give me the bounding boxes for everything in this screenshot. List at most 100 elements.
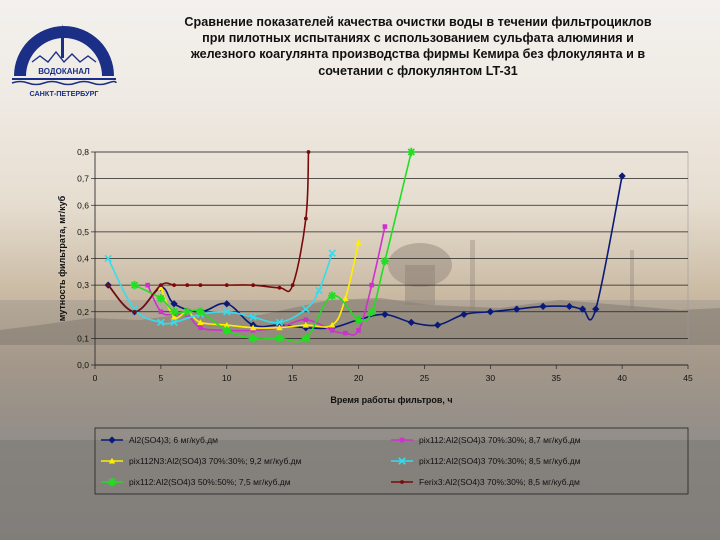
logo-city: САНКТ-ПЕТЕРБУРГ <box>29 89 98 98</box>
series-5 <box>130 147 416 343</box>
x-tick-label: 20 <box>354 373 364 383</box>
data-point <box>222 326 231 335</box>
x-tick-label: 40 <box>617 373 627 383</box>
legend-label: pix112:Al2(SO4)3 70%:30%; 8,5 мг/куб.дм <box>419 456 581 466</box>
legend-marker <box>400 480 404 484</box>
legend-label: Al2(SO4)3; 6 мг/куб.дм <box>129 435 218 445</box>
data-point <box>249 324 257 331</box>
data-point <box>130 280 139 290</box>
x-tick-label: 10 <box>222 373 232 383</box>
data-point <box>196 307 205 316</box>
data-point <box>460 310 468 319</box>
x-tick-label: 5 <box>159 373 164 383</box>
data-point <box>198 325 203 331</box>
y-tick-label: 0,6 <box>77 200 89 210</box>
data-point <box>578 305 587 313</box>
y-tick-label: 0,8 <box>77 147 89 157</box>
data-point <box>290 283 295 288</box>
data-point <box>223 321 230 328</box>
data-point <box>170 313 178 320</box>
data-point <box>158 283 163 288</box>
legend-item: pix112N3:Al2(SO4)3 70%:30%; 9,2 мг/куб.д… <box>101 456 302 466</box>
title-line: Сравнение показателей качества очистки в… <box>184 15 652 29</box>
data-point <box>355 239 362 246</box>
data-point <box>302 321 310 328</box>
legend-item: pix112:Al2(SO4)3 50%:50%; 7,5 мг/куб.дм <box>101 477 291 487</box>
y-tick-label: 0,7 <box>77 174 89 184</box>
data-point <box>145 282 151 288</box>
data-point <box>197 319 204 325</box>
data-point <box>407 318 415 327</box>
data-point <box>157 318 165 327</box>
legend-item: pix112:Al2(SO4)3 70%:30%; 8,5 мг/куб.дм <box>391 456 581 466</box>
chart-axes: 0,0 0,1 0,2 0,3 0,4 0,5 0,6 0,7 0,8 0 5 10 15 20 25 30 3… <box>77 147 693 383</box>
data-point <box>367 307 376 316</box>
chart-series <box>104 147 626 343</box>
data-point <box>156 294 166 303</box>
legend-marker <box>108 436 116 444</box>
data-point <box>486 308 494 316</box>
data-point <box>592 305 600 313</box>
title-line: железного коагулянта производства фирмы … <box>190 47 646 62</box>
y-axis-title: мутность фильтрата, мг/куб <box>57 195 67 321</box>
data-point <box>248 334 258 343</box>
data-point <box>303 317 309 323</box>
y-tick-label: 0,4 <box>77 254 89 264</box>
data-point <box>618 172 626 180</box>
data-point <box>315 286 323 295</box>
data-point <box>275 318 284 327</box>
data-point <box>369 282 375 288</box>
legend-marker <box>108 457 116 464</box>
x-tick-label: 45 <box>683 373 693 383</box>
legend-marker <box>398 457 406 465</box>
data-point <box>251 283 256 288</box>
legend-item: Al2(SO4)3; 6 мг/куб.дм <box>101 435 218 445</box>
legend-item: pix112:Al2(SO4)3 70%:30%; 8,7 мг/куб.дм <box>391 435 581 445</box>
x-tick-label: 25 <box>420 373 430 383</box>
data-point <box>172 283 176 288</box>
data-point <box>185 283 190 288</box>
data-point <box>223 300 231 308</box>
data-point <box>169 307 179 316</box>
y-tick-label: 0,5 <box>77 227 89 237</box>
y-tick-label: 0,1 <box>77 333 89 343</box>
chart-legend: Al2(SO4)3; 6 мг/куб.дм pix112:Al2(SO4)3 7… <box>94 427 689 495</box>
data-point <box>433 321 442 329</box>
data-point <box>224 283 229 288</box>
x-tick-label: 35 <box>551 373 561 383</box>
data-point <box>342 295 349 301</box>
legend-marker <box>399 437 405 443</box>
data-point <box>170 318 178 327</box>
data-point <box>407 147 416 157</box>
y-tick-label: 0,0 <box>77 360 89 370</box>
data-point <box>513 305 521 313</box>
y-tick-label: 0,2 <box>77 307 89 317</box>
data-point <box>328 291 337 300</box>
data-point <box>380 256 390 266</box>
legend-label: pix112:Al2(SO4)3 50%:50%; 7,5 мг/куб.дм <box>129 477 291 487</box>
data-point <box>329 321 336 328</box>
data-point <box>106 283 111 288</box>
title-line: сочетании с флокулянтом LT-31 <box>318 63 518 78</box>
data-point <box>301 334 311 343</box>
x-tick-label: 0 <box>93 373 98 383</box>
x-axis-title: Время работы фильтров, ч <box>330 395 452 405</box>
legend-box <box>94 427 689 495</box>
data-point <box>275 334 284 343</box>
title-line: при пилотных испытаниях с использованием… <box>202 31 634 46</box>
data-point <box>306 150 311 154</box>
legend-label: pix112:Al2(SO4)3 70%:30%; 8,7 мг/куб.дм <box>419 435 581 445</box>
data-point <box>223 307 231 316</box>
data-point <box>343 330 348 336</box>
series-6 <box>106 150 311 314</box>
series-3 <box>157 239 362 331</box>
legend-label: Ferix3:Al2(SO4)3 70%:30%; 8,5 мг/куб.дм <box>419 477 580 487</box>
logo-name: ВОДОКАНАЛ <box>38 67 90 76</box>
data-point <box>157 284 165 291</box>
data-point <box>198 283 203 288</box>
data-point <box>249 313 257 321</box>
data-point <box>329 328 335 333</box>
legend-item: Ferix3:Al2(SO4)3 70%:30%; 8,5 мг/куб.дм <box>391 477 580 487</box>
